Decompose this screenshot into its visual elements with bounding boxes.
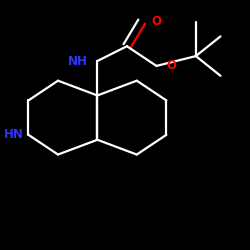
Text: HN: HN bbox=[4, 128, 24, 141]
Text: O: O bbox=[152, 15, 162, 28]
Text: NH: NH bbox=[68, 54, 87, 68]
Text: O: O bbox=[166, 60, 176, 72]
